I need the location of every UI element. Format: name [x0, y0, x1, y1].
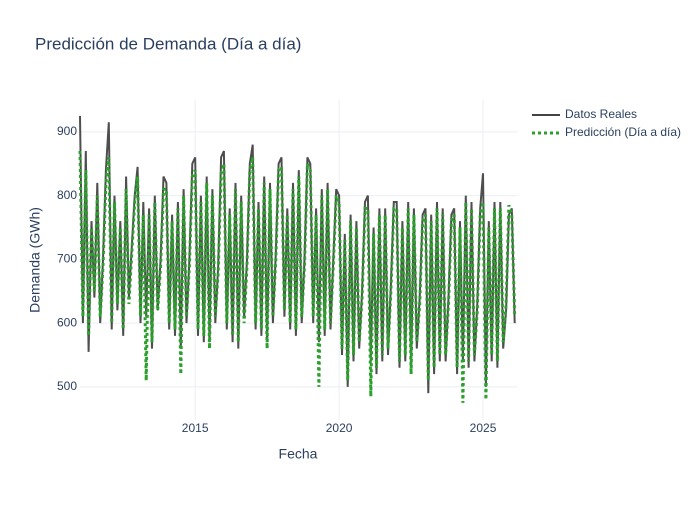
legend-label: Predicción (Día a día)	[565, 125, 681, 139]
x-tick-label: 2025	[470, 421, 497, 435]
y-tick-label: 700	[57, 252, 77, 266]
chart-title: Predicción de Demanda (Día a día)	[35, 34, 301, 53]
x-tick-label: 2015	[182, 421, 209, 435]
x-axis-title: Fecha	[279, 446, 318, 462]
data-line	[78, 150, 517, 403]
y-tick-label: 600	[57, 315, 77, 329]
legend-label: Datos Reales	[565, 107, 637, 121]
y-tick-label: 500	[57, 379, 77, 393]
y-tick-label: 800	[57, 188, 77, 202]
y-axis-title: Demanda (GWh)	[27, 207, 43, 313]
y-tick-label: 900	[57, 124, 77, 138]
x-tick-label: 2020	[326, 421, 353, 435]
